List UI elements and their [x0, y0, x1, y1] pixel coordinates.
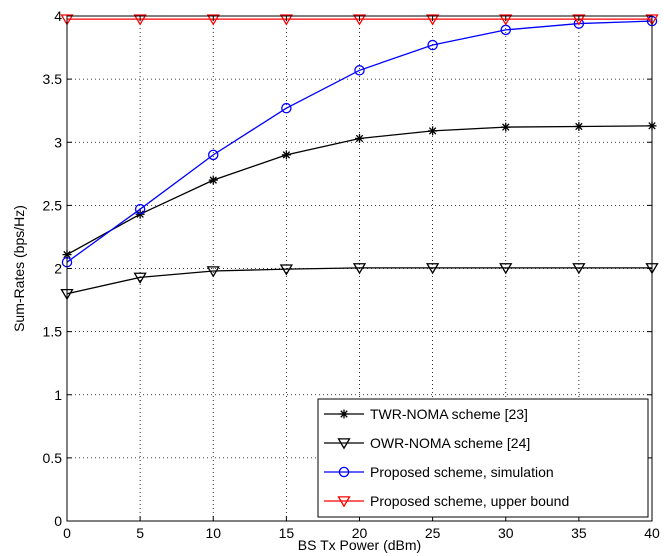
y-tick-label: 0.5 [43, 450, 63, 466]
data-point [427, 39, 438, 51]
series-line [66, 20, 653, 263]
x-tick-label: 25 [425, 525, 441, 541]
data-point [572, 263, 586, 275]
y-tick-label: 4 [54, 8, 62, 24]
y-tick-label: 2.5 [43, 197, 63, 213]
y-tick-label: 0 [54, 513, 62, 529]
legend-label: Proposed scheme, upper bound [370, 493, 569, 509]
data-point [133, 14, 147, 26]
data-point [134, 203, 146, 215]
x-tick-label: 15 [279, 525, 295, 541]
y-axis-label: Sum-Rates (bps/Hz) [11, 205, 27, 332]
data-point [425, 14, 440, 26]
legend-label: Proposed scheme, simulation [370, 464, 554, 480]
series-line [66, 267, 652, 295]
data-point [352, 263, 367, 275]
x-axis-label: BS Tx Power (dBm) [298, 537, 421, 553]
y-tick-label: 3 [54, 134, 62, 150]
y-tick-label: 2 [54, 261, 62, 277]
legend-item: Proposed scheme, upper bound [324, 493, 569, 509]
x-tick-label: 20 [352, 525, 368, 541]
data-point [499, 14, 513, 26]
data-point [281, 150, 291, 160]
data-point [279, 14, 294, 26]
data-point [279, 264, 294, 276]
data-point [208, 175, 218, 185]
legend: TWR-NOMA scheme [23] OWR-NOMA scheme [24]… [317, 398, 649, 518]
legend-item: Proposed scheme, simulation [324, 464, 554, 480]
data-point [574, 121, 584, 131]
data-point [355, 133, 364, 143]
data-point [572, 14, 586, 26]
x-tick-label: 10 [205, 525, 221, 541]
x-tick-label: 5 [136, 525, 144, 541]
x-tick-label: 35 [571, 525, 587, 541]
y-tick-label: 3.5 [43, 71, 63, 87]
data-point [207, 149, 219, 161]
data-point [352, 14, 367, 26]
legend-label: OWR-NOMA scheme [24] [370, 435, 530, 451]
legend-marker [339, 409, 349, 419]
data-point [425, 263, 440, 275]
legend-box [317, 398, 649, 518]
legend-item: TWR-NOMA scheme [23] [324, 406, 528, 422]
data-point [281, 102, 292, 114]
legend-marker [337, 496, 351, 508]
series-layer [60, 14, 659, 301]
x-tick-label: 30 [498, 525, 514, 541]
data-point [354, 65, 365, 76]
axis-ticks [66, 15, 653, 522]
legend-label: TWR-NOMA scheme [23] [370, 406, 528, 422]
y-tick-label: 1.5 [43, 324, 63, 340]
tick-labels: 0 5 10 15 20 25 30 35 40 0 0.5 1 1.5 2 2.5 3 3.5 4 [43, 8, 660, 541]
legend-marker [337, 438, 351, 450]
data-point [645, 14, 659, 26]
x-tick-label: 0 [63, 525, 71, 541]
x-tick-label: 40 [644, 525, 660, 541]
data-point [428, 126, 438, 136]
data-point [501, 122, 511, 132]
legend-item: OWR-NOMA scheme [24] [324, 435, 530, 451]
data-point [499, 263, 513, 275]
data-point [206, 14, 220, 26]
data-point [206, 266, 220, 278]
data-point [60, 14, 74, 26]
legend-marker [338, 466, 350, 478]
data-point [133, 272, 147, 284]
y-tick-label: 1 [54, 387, 62, 403]
